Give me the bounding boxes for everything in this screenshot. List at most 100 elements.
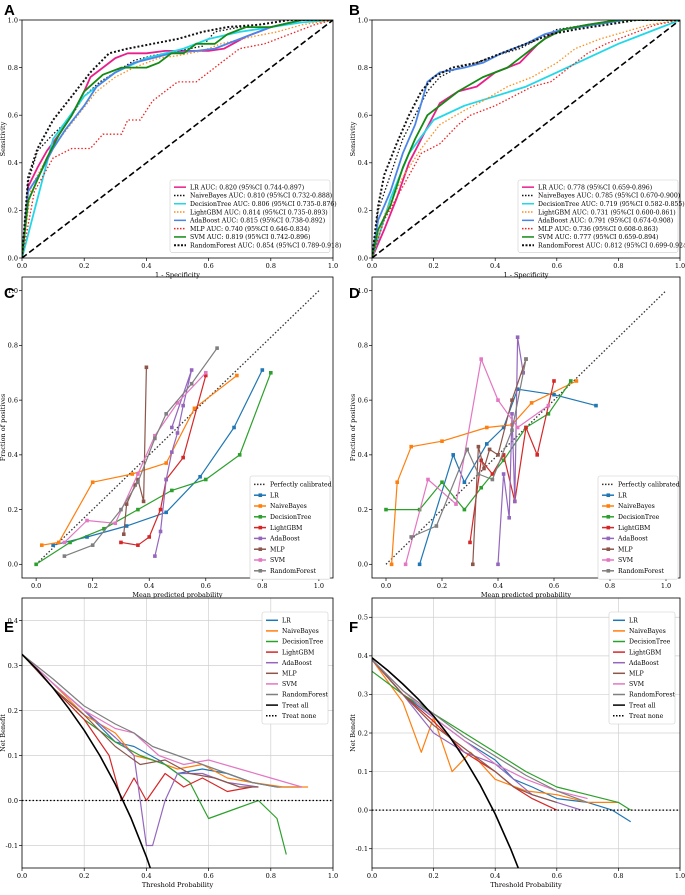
series-marker-3 xyxy=(136,507,140,512)
x-tick-label: 1.0 xyxy=(675,872,685,880)
series-marker-5 xyxy=(510,412,514,416)
series-marker-7 xyxy=(479,357,483,361)
legend-entry: LightGBM xyxy=(282,649,315,656)
series-marker-6 xyxy=(141,499,146,504)
series-marker-7 xyxy=(175,401,180,405)
series-marker-8 xyxy=(434,524,439,528)
y-tick-label: -0.1 xyxy=(5,842,18,850)
series-marker-3 xyxy=(501,458,506,463)
series-line-7 xyxy=(372,659,588,803)
series-marker-6 xyxy=(496,453,500,457)
legend-marker xyxy=(606,504,611,508)
legend-marker xyxy=(258,504,263,508)
legend-entry: DecisionTree xyxy=(629,639,671,646)
x-tick-label: 0.4 xyxy=(490,872,500,880)
legend-box xyxy=(597,475,679,580)
x-tick-label: 0.0 xyxy=(367,872,377,880)
series-marker-1 xyxy=(51,543,55,547)
legend-entry: NaiveBayes AUC: 0.810 (95%CI 0.732-0.888… xyxy=(190,193,332,200)
x-tick-label: 0.0 xyxy=(31,582,41,590)
legend-entry: DecisionTree xyxy=(618,514,660,521)
legend-box xyxy=(169,179,331,253)
series-marker-3 xyxy=(203,477,208,482)
plot-area xyxy=(34,290,320,567)
plot-area xyxy=(372,657,680,868)
x-tick-label: 0.2 xyxy=(437,582,447,590)
legend-box xyxy=(261,611,329,725)
legend-marker xyxy=(606,525,611,530)
series-marker-8 xyxy=(119,507,123,512)
series-marker-4 xyxy=(552,379,556,383)
series-marker-3 xyxy=(269,370,273,375)
series-marker-7 xyxy=(426,477,430,482)
series-marker-2 xyxy=(130,472,135,476)
x-tick-label: 0.0 xyxy=(17,262,27,270)
series-marker-6 xyxy=(476,444,481,449)
x-tick-label: 1.0 xyxy=(661,582,671,590)
legend-entry: SVM xyxy=(282,681,298,688)
series-line-8 xyxy=(22,20,333,258)
series-line-6 xyxy=(372,659,588,800)
legend-marker xyxy=(606,493,611,497)
series-marker-7 xyxy=(136,472,140,476)
legend-marker xyxy=(258,525,263,530)
series-marker-1 xyxy=(417,562,422,567)
legend-entry: AdaBoost AUC: 0.791 (95%CI 0.674-0.908) xyxy=(537,218,673,225)
legend-marker xyxy=(258,515,263,519)
series-marker-6 xyxy=(136,477,140,482)
y-axis-label: Fraction of positives xyxy=(349,394,357,461)
legend-entry: SVM AUC: 0.819 (95%CI 0.742-0.896) xyxy=(190,234,310,241)
legend-box xyxy=(608,611,676,725)
series-marker-3 xyxy=(237,453,242,457)
legend-entry: RandomForest AUC: 0.854 (95%CI 0.789-0.9… xyxy=(190,242,341,249)
y-tick-label: 0.2 xyxy=(8,207,18,215)
series-marker-8 xyxy=(524,357,528,361)
series-marker-7 xyxy=(62,540,67,545)
axes-frame xyxy=(371,19,681,259)
legend-entry: RandomForest xyxy=(270,568,317,575)
legend-marker xyxy=(258,547,263,551)
legend-marker xyxy=(258,558,263,562)
legend-entry: Perfectly calibrated xyxy=(270,482,332,489)
x-tick-label: 0.6 xyxy=(203,872,213,880)
legend-marker xyxy=(606,536,611,541)
legend-entry: SVM xyxy=(629,681,645,688)
series-line-8 xyxy=(372,20,680,258)
legend-entry: RandomForest xyxy=(629,692,676,699)
series-line-6 xyxy=(22,653,303,788)
series-line-3 xyxy=(372,20,680,258)
series-marker-7 xyxy=(113,521,118,526)
series-line-3 xyxy=(22,653,253,802)
series-marker-8 xyxy=(215,346,219,350)
y-tick-label: 0.4 xyxy=(8,451,18,459)
panel-C: C 0.0 0.2 0.4 0.6 0.8 1.0 0.0 0.2 0.4 0.6 0.8 1.0 Mea… xyxy=(0,276,334,599)
y-tick-label: 0.0 xyxy=(358,561,368,569)
series-marker-4 xyxy=(158,507,163,512)
legend-marker xyxy=(606,558,611,562)
legend-entry: LightGBM AUC: 0.814 (95%CI 0.735-0.893) xyxy=(190,209,328,216)
plot-area xyxy=(384,290,667,567)
y-tick-label: 0.3 xyxy=(8,662,18,670)
series-marker-5 xyxy=(513,499,517,504)
series-marker-5 xyxy=(496,562,500,567)
x-axis-label: 1 - Specificity xyxy=(504,271,549,279)
x-tick-label: 0.2 xyxy=(428,262,438,270)
legend-entry: DecisionTree AUC: 0.806 (95%CI 0.735-0.8… xyxy=(190,201,337,208)
series-marker-6 xyxy=(124,502,129,506)
series-marker-5 xyxy=(158,529,163,534)
y-tick-label: 0.8 xyxy=(358,342,368,350)
series-marker-7 xyxy=(85,518,89,523)
series-marker-5 xyxy=(164,477,168,482)
series-marker-6 xyxy=(144,365,149,370)
series-marker-8 xyxy=(510,428,514,433)
legend-marker xyxy=(258,569,263,573)
legend-entry: MLP xyxy=(629,671,644,678)
x-axis-label: Threshold Probability xyxy=(490,881,562,889)
series-marker-2 xyxy=(409,444,413,449)
series-line-1 xyxy=(52,369,263,546)
legend-entry: LR AUC: 0.820 (95%CI 0.744-0.897) xyxy=(190,184,304,191)
y-tick-label: 0.6 xyxy=(8,396,18,404)
legend-marker xyxy=(258,493,263,497)
series-marker-2 xyxy=(235,373,239,378)
y-tick-label: 0.0 xyxy=(8,254,18,262)
